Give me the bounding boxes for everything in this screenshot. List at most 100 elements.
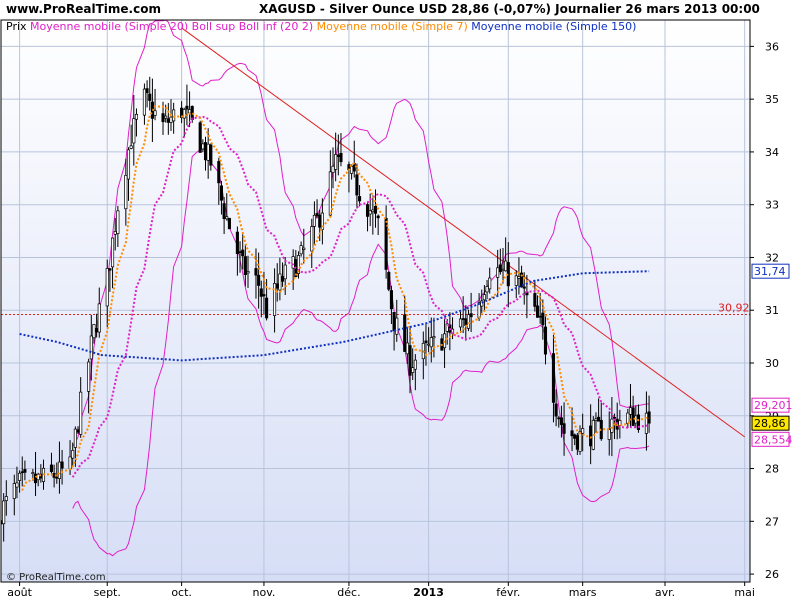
legend-item: Boll sup Boll inf (20 2) bbox=[188, 20, 313, 33]
x-axis: août sept. oct. nov. déc. 2013 févr. mars avr. ma… bbox=[7, 582, 755, 599]
candle-body bbox=[575, 435, 579, 450]
candle-body bbox=[392, 311, 396, 332]
candle-body bbox=[408, 345, 412, 376]
y-tick-label: 27 bbox=[765, 515, 779, 528]
candle-body bbox=[607, 429, 611, 440]
candle-body bbox=[241, 249, 245, 257]
candle-body bbox=[273, 283, 277, 316]
candle-body bbox=[458, 318, 463, 328]
x-tick-label: 2013 bbox=[413, 586, 444, 599]
candle-body bbox=[514, 275, 518, 286]
candle-body bbox=[559, 417, 563, 425]
candle-body bbox=[443, 333, 447, 349]
candle-body bbox=[318, 214, 322, 228]
candle-body bbox=[222, 203, 226, 220]
legend-item: Moyenne mobile (Simple 7) bbox=[313, 20, 468, 33]
candle-body bbox=[79, 391, 83, 435]
candle-body bbox=[15, 482, 19, 488]
candle-body bbox=[257, 274, 261, 286]
candle-body bbox=[153, 110, 157, 116]
candle-body bbox=[148, 93, 152, 101]
candle-body bbox=[389, 290, 393, 310]
candle-body bbox=[376, 215, 380, 219]
candle-body bbox=[562, 423, 566, 434]
candle-body bbox=[164, 115, 168, 119]
x-tick-label: nov. bbox=[253, 586, 276, 599]
candle-body bbox=[541, 312, 545, 326]
candle-body bbox=[432, 336, 436, 339]
candle-body bbox=[570, 430, 574, 437]
candle-body bbox=[535, 305, 540, 318]
candle-body bbox=[105, 268, 109, 307]
price-badges: 31,74 30,92 29,201 28,86 28,554 bbox=[718, 263, 793, 447]
candle-body bbox=[283, 264, 287, 280]
candle-body bbox=[355, 174, 359, 196]
plot-background bbox=[1, 20, 750, 582]
candle-body bbox=[188, 109, 192, 114]
candle-body bbox=[278, 273, 282, 291]
plot-border bbox=[0, 19, 751, 583]
candle-body bbox=[262, 294, 266, 297]
candle-body bbox=[124, 174, 128, 210]
candle-body bbox=[358, 196, 362, 202]
candle-body bbox=[201, 143, 205, 150]
candle-body bbox=[626, 412, 630, 424]
candle-body bbox=[60, 461, 64, 469]
candle-body bbox=[219, 185, 224, 201]
candle-body bbox=[238, 251, 242, 253]
y-axis: 2627282930313233343536 bbox=[750, 40, 779, 581]
y-tick-label: 28 bbox=[765, 463, 779, 476]
candle-body bbox=[520, 272, 524, 288]
x-tick-label: mai bbox=[734, 586, 755, 599]
candle-body bbox=[504, 260, 508, 272]
candle-body bbox=[20, 471, 24, 474]
candle-body bbox=[464, 318, 468, 326]
candle-body bbox=[336, 154, 340, 157]
sma150-badge: 31,74 bbox=[754, 265, 786, 278]
candle-body bbox=[581, 428, 585, 434]
x-tick-label: oct. bbox=[171, 586, 192, 599]
candle-body bbox=[636, 414, 640, 431]
candle-body bbox=[522, 286, 526, 289]
candle-body bbox=[496, 267, 500, 278]
candle-body bbox=[111, 237, 115, 268]
candle-body bbox=[203, 142, 208, 161]
candle-body bbox=[424, 340, 428, 344]
candle-body bbox=[31, 472, 35, 475]
legend-item: Moyenne mobile (Simple 150) bbox=[468, 20, 637, 33]
x-tick-label: déc. bbox=[337, 586, 360, 599]
candle-body bbox=[166, 118, 170, 123]
header-bar: www.ProRealTime.com XAGUSD - Silver Ounc… bbox=[0, 0, 800, 17]
instrument-title: XAGUSD - Silver Ounce USD 28,86 (-0,07%)… bbox=[259, 2, 760, 16]
candle-body bbox=[480, 300, 484, 307]
candle-body bbox=[198, 122, 202, 153]
candle-body bbox=[488, 277, 492, 290]
candle-body bbox=[68, 456, 72, 470]
candle-body bbox=[23, 469, 27, 473]
legend-item: Moyenne mobile (Simple 20) bbox=[27, 20, 189, 33]
hline-badge: 30,92 bbox=[718, 301, 750, 314]
candle-body bbox=[466, 314, 471, 329]
candle-body bbox=[134, 113, 139, 120]
candle-body bbox=[275, 283, 279, 289]
candle-body bbox=[405, 342, 409, 355]
candle-body bbox=[217, 161, 221, 184]
watermark: © ProRealTime.com bbox=[6, 572, 106, 583]
candle-body bbox=[578, 431, 582, 452]
candle-body bbox=[538, 315, 542, 318]
x-tick-label: août bbox=[7, 586, 32, 599]
series-layer bbox=[1, 20, 750, 557]
candle-body bbox=[12, 483, 16, 499]
candle-body bbox=[280, 276, 285, 282]
candle-body bbox=[206, 143, 210, 161]
sma150-badge-box bbox=[751, 263, 790, 279]
legend-text-row: Prix Moyenne mobile (Simple 20) Boll sup… bbox=[6, 20, 636, 33]
candle-body bbox=[172, 109, 176, 122]
boll-lower-badge: 28,554 bbox=[754, 433, 793, 446]
candle-body bbox=[373, 205, 378, 214]
candle-body bbox=[299, 245, 303, 255]
y-tick-label: 32 bbox=[765, 251, 779, 264]
candle-body bbox=[411, 367, 415, 373]
candle-body bbox=[71, 450, 75, 459]
